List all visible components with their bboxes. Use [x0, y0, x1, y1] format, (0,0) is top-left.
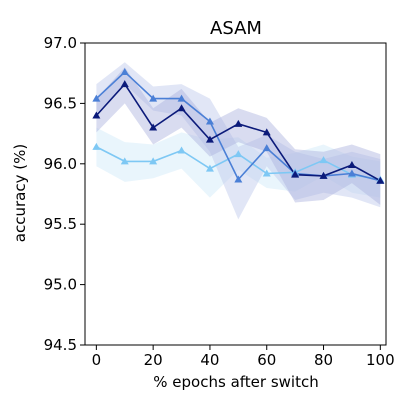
point-series-1: [205, 164, 214, 172]
x-tick-label: 40: [200, 351, 219, 369]
y-tick-label: 97.0: [44, 34, 77, 52]
y-axis-label: accuracy (%): [11, 144, 29, 242]
point-series-3: [347, 161, 356, 169]
confidence-bands: [96, 62, 381, 220]
x-tick-label: 80: [314, 351, 333, 369]
plot-frame: [84, 42, 387, 346]
y-tick-label: 95.0: [44, 276, 77, 294]
band-series-1: [96, 127, 381, 198]
point-series-2: [234, 175, 243, 183]
point-series-3: [92, 111, 101, 119]
y-tick-label: 96.5: [44, 94, 77, 112]
x-axis-ticks: 0 20 40 60 80 100: [92, 345, 395, 369]
point-series-1: [262, 169, 271, 177]
point-series-2: [347, 169, 356, 177]
x-tick-label: 60: [257, 351, 276, 369]
point-series-2: [149, 94, 158, 102]
band-series-2: [96, 62, 381, 220]
y-tick-label: 95.5: [44, 215, 77, 233]
series-markers: [92, 67, 385, 184]
point-series-3: [291, 170, 300, 178]
chart-title: ASAM: [210, 18, 262, 39]
point-series-1: [319, 156, 328, 164]
point-series-2: [92, 94, 101, 102]
point-series-2: [177, 94, 186, 102]
x-tick-label: 100: [366, 351, 395, 369]
x-tick-label: 20: [144, 351, 163, 369]
y-tick-label: 96.0: [44, 155, 77, 173]
band-series-3: [96, 67, 381, 205]
y-tick-label: 94.5: [44, 336, 77, 354]
point-series-3: [234, 119, 243, 127]
x-axis-label: % epochs after switch: [153, 373, 318, 391]
point-series-3: [376, 176, 385, 184]
point-series-2: [205, 117, 214, 125]
y-axis-ticks: 94.5 95.0 95.5 96.0 96.5 97.0: [44, 34, 85, 354]
point-series-1: [234, 150, 243, 158]
point-series-1: [92, 142, 101, 150]
point-series-3: [262, 128, 271, 136]
point-series-3: [149, 123, 158, 131]
point-series-1: [120, 157, 129, 165]
point-series-2: [120, 67, 129, 75]
point-series-1: [177, 146, 186, 154]
point-series-2: [262, 144, 271, 152]
x-tick-label: 0: [92, 351, 102, 369]
point-series-3: [120, 80, 129, 88]
point-series-3: [319, 171, 328, 179]
point-series-3: [177, 104, 186, 112]
point-series-3: [205, 135, 214, 143]
point-series-1: [149, 157, 158, 165]
